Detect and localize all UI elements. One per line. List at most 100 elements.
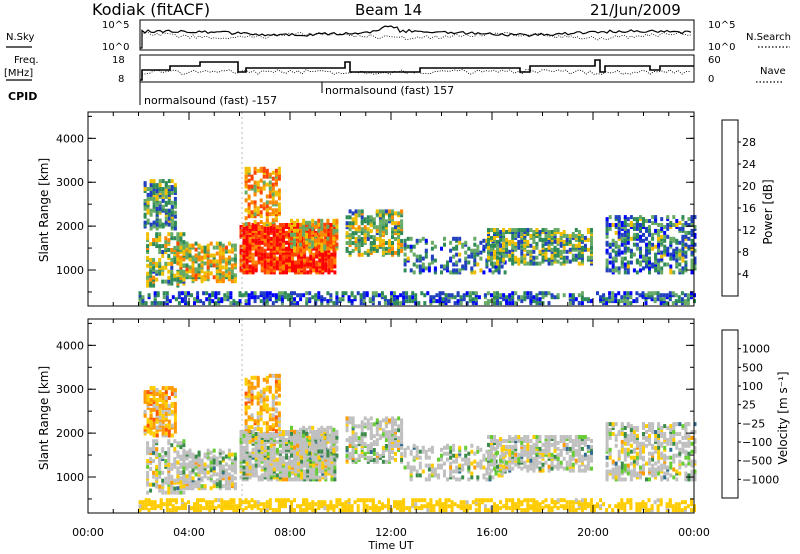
- heatmap-cell: [271, 208, 275, 213]
- heatmap-cell: [388, 243, 391, 247]
- heatmap-cell: [690, 228, 694, 233]
- heatmap-cell: [277, 411, 281, 416]
- heatmap-cell: [174, 297, 178, 302]
- beam-title: Beam 14: [355, 1, 422, 19]
- heatmap-cell: [263, 445, 267, 450]
- heatmap-cell: [202, 291, 206, 296]
- heatmap-cell: [303, 459, 307, 464]
- heatmap-cell: [444, 293, 448, 298]
- heatmap-cell: [161, 392, 165, 396]
- heatmap-cell: [320, 222, 324, 227]
- heatmap-cell: [645, 236, 648, 241]
- heatmap-cell: [167, 462, 171, 467]
- heatmap-cell: [390, 291, 393, 296]
- heatmap-cell: [452, 475, 456, 480]
- heatmap-cell: [227, 486, 231, 491]
- heatmap-cell: [146, 196, 150, 201]
- heatmap-cell: [303, 455, 307, 460]
- heatmap-cell: [309, 266, 313, 271]
- heatmap-cell: [418, 268, 422, 273]
- heatmap-cell: [605, 262, 609, 267]
- heatmap-cell: [149, 192, 153, 197]
- heatmap-cell: [421, 256, 425, 261]
- heatmap-cell: [523, 452, 527, 457]
- heatmap-cell: [517, 239, 521, 244]
- heatmap-cell: [400, 209, 404, 214]
- heatmap-cell: [266, 226, 270, 231]
- heatmap-cell: [493, 301, 496, 306]
- heatmap-cell: [433, 471, 437, 476]
- heatmap-cell: [281, 234, 285, 239]
- heatmap-cell: [608, 223, 612, 227]
- heatmap-cell: [158, 421, 162, 426]
- heatmap-cell: [188, 480, 192, 485]
- heatmap-cell: [473, 459, 477, 464]
- heatmap-cell: [455, 268, 459, 273]
- heatmap-cell: [317, 291, 321, 296]
- heatmap-cell: [491, 475, 495, 480]
- nsearch-tick-top: 10^5: [708, 20, 735, 31]
- cpid-label: CPID: [8, 90, 37, 103]
- heatmap-cell: [161, 204, 165, 209]
- heatmap-cell: [176, 277, 180, 282]
- power-ylabel: Slant Range [km]: [37, 158, 51, 262]
- heatmap-cell: [184, 291, 187, 296]
- heatmap-cell: [250, 375, 254, 380]
- heatmap-cell: [403, 252, 407, 257]
- heatmap-cell: [529, 228, 533, 232]
- heatmap-cell: [562, 234, 566, 238]
- heatmap-cell: [669, 264, 673, 269]
- heatmap-cell: [164, 451, 168, 456]
- heatmap-cell: [272, 447, 276, 452]
- heatmap-cell: [250, 425, 254, 430]
- heatmap-cell: [305, 232, 309, 237]
- heatmap-cell: [274, 168, 278, 173]
- heatmap-cell: [173, 409, 177, 414]
- heatmap-cell: [290, 453, 293, 458]
- heatmap-cell: [556, 228, 560, 232]
- heatmap-cell: [269, 453, 273, 458]
- heatmap-cell: [440, 457, 443, 462]
- heatmap-cell: [143, 212, 147, 217]
- heatmap-cell: [303, 258, 307, 263]
- heatmap-cell: [299, 451, 303, 456]
- heatmap-cell: [297, 477, 301, 482]
- heatmap-cell: [372, 434, 376, 439]
- heatmap-cell: [300, 252, 304, 257]
- heatmap-cell: [611, 264, 615, 269]
- heatmap-cell: [244, 198, 248, 203]
- heatmap-cell: [315, 471, 319, 476]
- heatmap-cell: [188, 474, 192, 479]
- heatmap-cell: [520, 437, 524, 441]
- heatmap-cell: [418, 264, 422, 269]
- heatmap-cell: [635, 297, 639, 302]
- heatmap-cell: [170, 281, 174, 286]
- heatmap-cell: [650, 291, 654, 296]
- heatmap-cell: [672, 270, 676, 275]
- heatmap-cell: [620, 295, 624, 300]
- heatmap-cell: [332, 447, 336, 452]
- heatmap-cell: [412, 252, 416, 257]
- heatmap-cell: [583, 243, 587, 248]
- heatmap-cell: [161, 386, 165, 391]
- heatmap-cell: [152, 224, 156, 229]
- heatmap-cell: [441, 291, 445, 296]
- heatmap-cell: [254, 260, 258, 265]
- heatmap-cell: [611, 223, 615, 227]
- heatmap-cell: [345, 453, 349, 458]
- heatmap-cell: [639, 254, 642, 259]
- heatmap-cell: [333, 264, 337, 269]
- heatmap-cell: [351, 453, 355, 458]
- heatmap-cell: [327, 264, 331, 269]
- heatmap-cell: [476, 248, 480, 253]
- nsky-tick-top: 10^5: [102, 20, 129, 31]
- heatmap-cell: [275, 432, 279, 436]
- heatmap-cell: [244, 166, 248, 171]
- heatmap-cell: [360, 219, 364, 224]
- heatmap-cell: [520, 450, 524, 455]
- heatmap-cell: [505, 299, 509, 304]
- heatmap-cell: [348, 455, 352, 460]
- heatmap-cell: [161, 431, 165, 436]
- heatmap-cell: [314, 238, 318, 243]
- heatmap-cell: [642, 238, 645, 243]
